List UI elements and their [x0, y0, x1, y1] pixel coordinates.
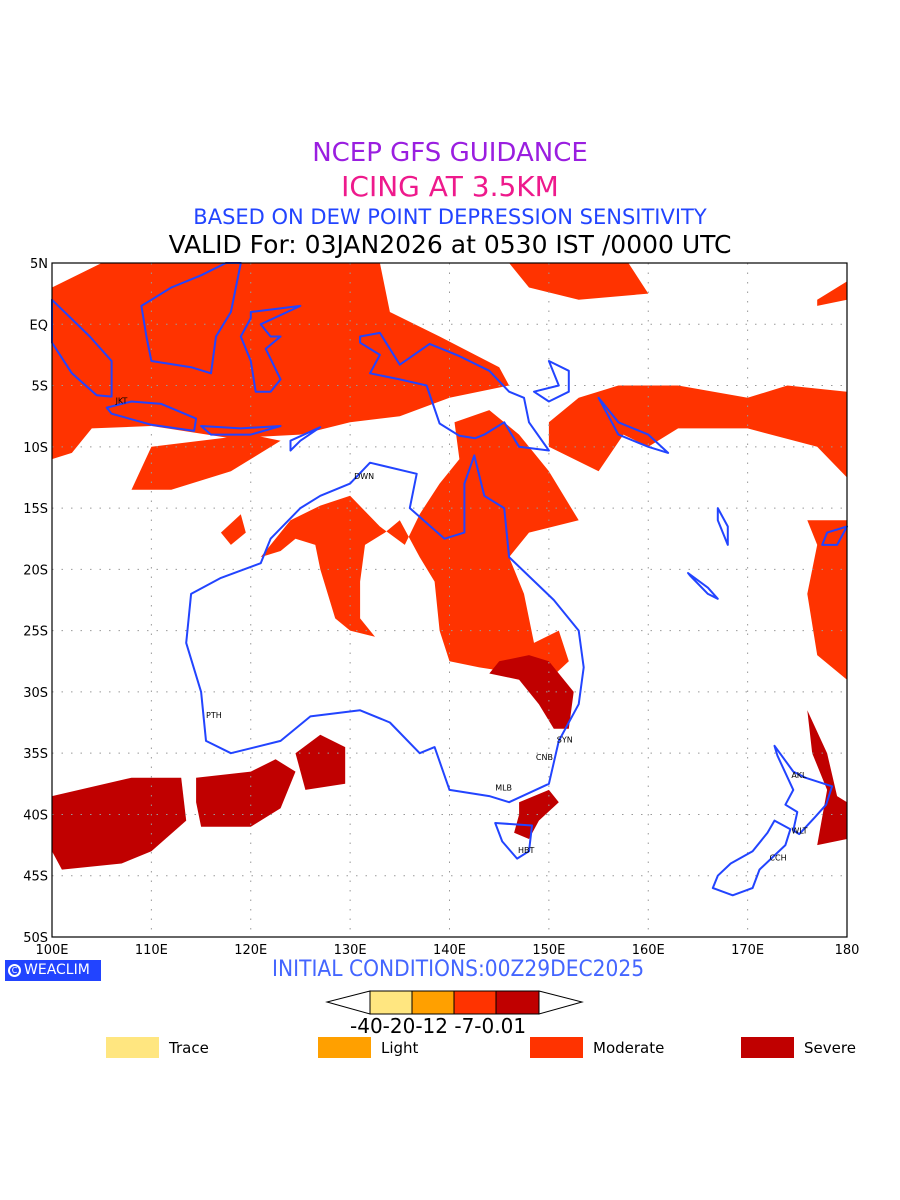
coastline	[687, 572, 719, 600]
severe-icing-area	[52, 777, 187, 870]
city-label: CCH	[769, 853, 786, 862]
lon-tick-label: 170E	[731, 943, 764, 958]
logo-text: WEACLIM	[24, 962, 90, 978]
city-label: AKL	[791, 771, 807, 780]
legend-label: Moderate	[593, 1038, 665, 1057]
city-label: PTH	[206, 711, 222, 720]
severe-icing-area	[196, 759, 296, 827]
title-line-3: BASED ON DEW POINT DEPRESSION SENSITIVIT…	[193, 205, 707, 229]
lon-tick-label: 140E	[433, 943, 466, 958]
lat-tick-label: 5S	[31, 380, 48, 395]
city-label: WLT	[791, 826, 807, 835]
lon-tick-label: 160E	[632, 943, 665, 958]
colorbar-severe	[495, 990, 540, 1015]
colorbar-trace	[369, 990, 413, 1015]
legend-label: Trace	[169, 1038, 209, 1057]
severe-icing-area	[295, 734, 346, 790]
city-label: MLB	[495, 783, 512, 792]
icing-map: JKT DWN PTH SYN CNB MLB HBT AKL WLT CCH 5N EQ 5S 10S…	[23, 257, 860, 958]
legend-swatch	[741, 1037, 794, 1058]
colorbar	[325, 990, 584, 1015]
lon-tick-label: 150E	[532, 943, 565, 958]
lat-tick-label: 25S	[23, 625, 48, 640]
legend-severe: Severe	[741, 1037, 856, 1058]
lat-tick-label: 40S	[23, 808, 48, 823]
coastline	[716, 507, 729, 546]
lat-tick-label: 10S	[23, 441, 48, 456]
city-label: CNB	[536, 753, 553, 762]
coastline	[533, 360, 570, 403]
severe-icing-area	[489, 655, 574, 729]
moderate-icing-area	[807, 520, 847, 680]
coastline	[51, 298, 113, 398]
lon-tick-label: 100E	[35, 943, 68, 958]
coastline	[105, 400, 198, 432]
initial-conditions: INITIAL CONDITIONS:00Z29DEC2025	[272, 957, 645, 982]
lat-tick-label: 35S	[23, 747, 48, 762]
coastline	[711, 819, 792, 897]
title-line-1: NCEP GFS GUIDANCE	[312, 138, 588, 168]
severe-icing-area	[514, 789, 559, 839]
legend-moderate: Moderate	[530, 1037, 664, 1058]
copyright-icon: C	[8, 964, 21, 977]
colorbar-moderate	[453, 990, 497, 1015]
coastline	[821, 525, 848, 546]
moderate-icing-area	[509, 263, 649, 300]
moderate-icing-area	[548, 385, 847, 478]
legend-light: Light	[318, 1037, 418, 1058]
lat-tick-label: 15S	[23, 502, 48, 517]
city-label: JKT	[115, 396, 128, 405]
lat-tick-label: 5N	[30, 257, 48, 272]
lat-tick-label: 50S	[23, 931, 48, 946]
coastline	[200, 425, 282, 436]
coastline	[359, 331, 550, 452]
lon-tick-label: 130E	[334, 943, 367, 958]
lon-tick-label: 180	[835, 943, 860, 958]
lat-tick-label: 30S	[23, 686, 48, 701]
city-label: DWN	[354, 472, 374, 481]
map-frame	[51, 262, 848, 938]
title-line-2: ICING AT 3.5KM	[341, 170, 559, 203]
colorbar-right-arrow	[538, 990, 584, 1015]
legend-swatch	[106, 1037, 159, 1058]
legend-swatch	[530, 1037, 583, 1058]
moderate-icing-area	[220, 514, 246, 545]
coastline	[494, 822, 533, 860]
lat-tick-label: 45S	[23, 870, 48, 885]
coastline	[773, 744, 834, 836]
legend-swatch	[318, 1037, 371, 1058]
severe-icing-area	[807, 710, 847, 846]
legend-label: Severe	[804, 1038, 856, 1057]
lat-tick-label: EQ	[30, 318, 48, 333]
colorbar-left-arrow	[325, 990, 371, 1015]
moderate-icing-area	[52, 263, 510, 460]
coastline	[597, 396, 670, 454]
moderate-icing-area	[817, 281, 847, 306]
legend-label: Light	[381, 1038, 419, 1057]
moderate-icing-area	[131, 434, 281, 490]
colorbar-light	[411, 990, 455, 1015]
weaclim-logo: C WEACLIM	[5, 960, 101, 981]
coastline	[140, 262, 242, 375]
valid-time: VALID For: 03JAN2026 at 0530 IST /0000 U…	[168, 230, 732, 259]
coastline	[289, 426, 322, 452]
moderate-icing-area	[260, 410, 579, 680]
city-label: SYN	[557, 736, 573, 745]
lon-tick-label: 120E	[234, 943, 267, 958]
lat-tick-label: 20S	[23, 563, 48, 578]
legend-trace: Trace	[106, 1037, 209, 1058]
colorbar-labels: -40-20-12 -7-0.01	[350, 1014, 527, 1038]
city-label: HBT	[518, 846, 535, 855]
coastline	[239, 304, 302, 393]
lon-tick-label: 110E	[135, 943, 168, 958]
coastline	[185, 454, 585, 804]
